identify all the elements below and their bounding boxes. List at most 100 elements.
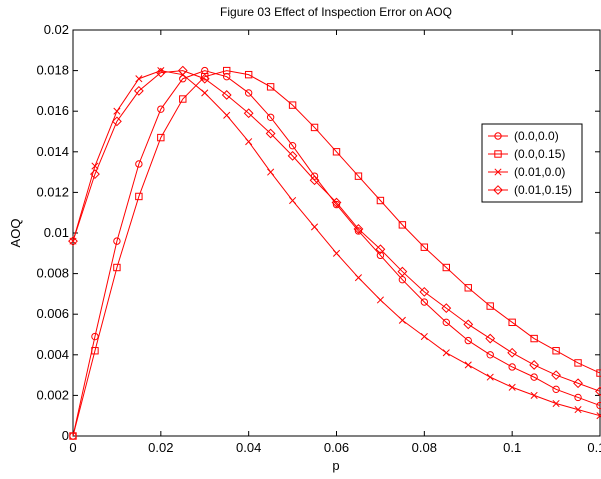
x-axis-label: p xyxy=(332,458,339,473)
y-tick-label: 0 xyxy=(62,428,69,443)
data-point xyxy=(574,393,582,402)
data-point xyxy=(91,347,99,355)
data-point xyxy=(267,168,275,176)
data-point xyxy=(135,75,143,83)
series-layer xyxy=(68,65,601,440)
plot-area xyxy=(72,29,601,437)
data-point xyxy=(574,406,582,414)
data-point xyxy=(243,108,254,119)
data-point xyxy=(398,316,406,324)
data-point xyxy=(332,249,341,257)
legend-item: (0.01,0.0) xyxy=(488,165,565,179)
data-point xyxy=(530,334,538,343)
chart-title: Figure 03 Effect of Inspection Error on … xyxy=(220,5,452,19)
legend-item: (0.0,0.0) xyxy=(488,129,559,143)
series-3 xyxy=(69,67,601,420)
data-point xyxy=(310,123,319,132)
data-point xyxy=(354,172,363,180)
data-point xyxy=(223,111,231,119)
data-point xyxy=(221,90,232,100)
y-tick-label: 0.008 xyxy=(36,266,69,281)
data-point xyxy=(486,373,494,381)
data-point xyxy=(289,196,297,205)
data-point xyxy=(266,113,275,121)
legend-label: (0.01,0.0) xyxy=(514,165,565,179)
series-line xyxy=(72,70,601,392)
data-point xyxy=(244,89,253,97)
data-point xyxy=(595,386,601,397)
series-2 xyxy=(69,66,601,440)
data-point xyxy=(265,128,276,139)
data-point xyxy=(530,373,538,381)
data-point xyxy=(442,318,450,327)
legend-marker xyxy=(494,168,502,176)
x-tick-label: 0.06 xyxy=(324,440,349,455)
data-point xyxy=(398,221,407,229)
data-point xyxy=(464,361,472,369)
data-point xyxy=(376,196,385,205)
data-point xyxy=(179,95,187,103)
data-point xyxy=(133,85,144,96)
data-point xyxy=(332,148,341,156)
data-point xyxy=(441,303,452,314)
legend-label: (0.0,0.15) xyxy=(514,147,565,161)
data-point xyxy=(201,72,209,81)
data-point xyxy=(485,333,496,344)
data-point xyxy=(68,236,78,247)
y-tick-label: 0.01 xyxy=(44,225,69,240)
x-tick-label: 0 xyxy=(69,440,76,455)
data-point xyxy=(420,298,429,306)
series-line xyxy=(72,70,601,437)
y-tick-label: 0.02 xyxy=(44,22,69,37)
data-point xyxy=(177,65,188,76)
y-tick-label: 0.004 xyxy=(36,347,69,362)
data-point xyxy=(552,399,560,408)
data-point xyxy=(420,243,429,251)
data-point xyxy=(508,318,516,327)
y-tick-label: 0.014 xyxy=(36,144,69,159)
data-point xyxy=(507,347,518,358)
data-point xyxy=(354,227,363,235)
data-point xyxy=(223,66,231,75)
data-point xyxy=(420,332,428,341)
data-point xyxy=(353,224,364,234)
data-point xyxy=(354,274,363,282)
data-point xyxy=(310,223,319,231)
data-point xyxy=(287,150,298,161)
data-point xyxy=(463,319,474,330)
legend: (0.0,0.0) (0.0,0.15) (0.01,0.0) (0.01,0.15) xyxy=(481,123,583,203)
legend-box xyxy=(481,123,583,203)
y-tick-label: 0.002 xyxy=(36,387,69,402)
data-point xyxy=(135,160,143,168)
data-point xyxy=(288,142,297,150)
y-tick-label: 0.012 xyxy=(36,184,69,199)
legend-item: (0.0,0.15) xyxy=(488,147,565,161)
x-axis: 0 0.02 0.04 0.06 0.08 0.1 0.12 xyxy=(69,30,601,455)
data-point xyxy=(508,363,516,371)
x-tick-label: 0.12 xyxy=(587,440,601,455)
y-tick-label: 0.018 xyxy=(36,63,69,78)
legend-marker xyxy=(493,185,503,195)
data-point xyxy=(442,349,450,357)
data-point xyxy=(201,89,209,97)
data-point xyxy=(574,359,582,367)
y-tick-label: 0.006 xyxy=(36,306,69,321)
data-point xyxy=(551,370,561,381)
legend-label: (0.0,0.0) xyxy=(514,129,559,143)
legend-item: (0.01,0.15) xyxy=(488,183,572,197)
data-point xyxy=(69,432,77,440)
data-point xyxy=(486,351,494,359)
data-point xyxy=(419,286,430,297)
data-point xyxy=(596,412,601,420)
x-tick-label: 0.08 xyxy=(412,440,437,455)
y-axis: 0 0.002 0.004 0.006 0.008 0.01 0.012 0.014 0.016… xyxy=(36,22,600,443)
y-tick-label: 0.016 xyxy=(36,103,69,118)
data-point xyxy=(309,175,320,186)
data-point xyxy=(397,266,408,277)
data-point xyxy=(113,237,121,245)
data-point xyxy=(331,197,342,208)
data-point xyxy=(464,336,472,345)
data-point xyxy=(596,401,601,410)
data-point xyxy=(596,369,601,377)
